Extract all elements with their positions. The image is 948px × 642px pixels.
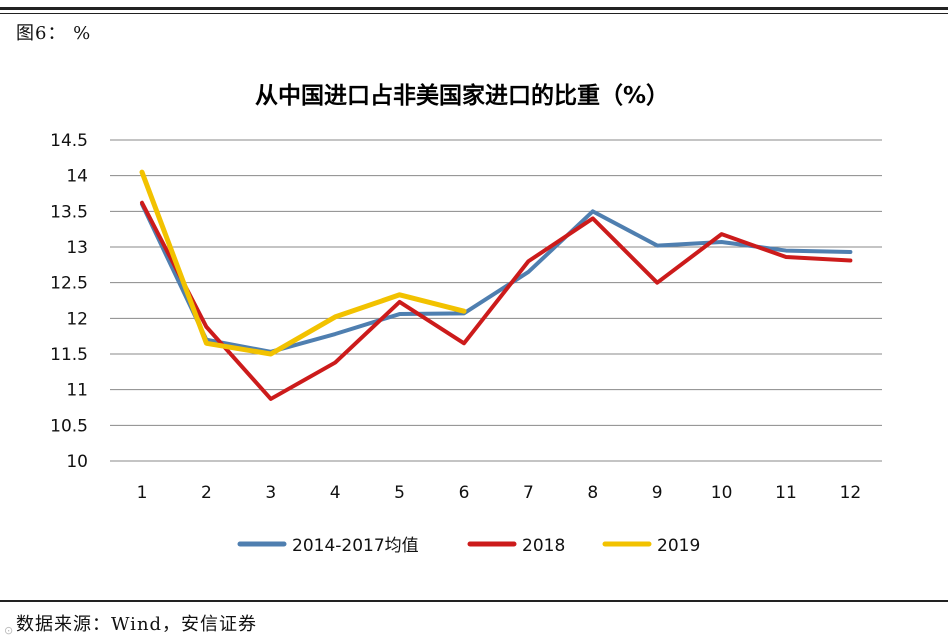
y-tick-label: 12 [66, 309, 88, 329]
legend: 2014-2017均值 2018 2019 [237, 536, 700, 556]
top-rule [0, 7, 948, 10]
y-tick-label: 14.5 [50, 131, 88, 151]
legend-label-0: 2014-2017均值 [292, 536, 419, 556]
top-rule-thin [0, 13, 948, 14]
series-line-1 [140, 200, 853, 401]
legend-label-2: 2019 [657, 536, 700, 556]
y-tick-label: 10.5 [50, 416, 88, 436]
x-axis-ticks: 1 2 3 4 5 6 7 8 9 10 11 12 [137, 483, 862, 503]
y-tick-label: 11 [66, 381, 88, 401]
y-tick-label: 14 [66, 167, 88, 187]
x-tick-label: 1 [137, 483, 148, 503]
chart-title: 从中国进口占非美国家进口的比重（%） [255, 82, 669, 109]
x-tick-label: 12 [840, 483, 862, 503]
bottom-rule [0, 600, 948, 602]
x-tick-label: 5 [394, 483, 405, 503]
y-tick-label: 10 [66, 452, 88, 472]
x-tick-label: 7 [523, 483, 534, 503]
x-tick-label: 9 [652, 483, 663, 503]
y-tick-label: 13 [66, 238, 88, 258]
series-layer [139, 169, 853, 401]
x-tick-label: 4 [330, 483, 341, 503]
x-tick-label: 8 [587, 483, 598, 503]
x-tick-label: 6 [459, 483, 470, 503]
y-tick-label: 11.5 [50, 345, 88, 365]
series-line-2 [139, 169, 467, 357]
x-tick-label: 3 [265, 483, 276, 503]
watermark-icon: ⊙ [4, 624, 14, 637]
line-chart: 从中国进口占非美国家进口的比重（%） 14.51413.51312.51211.… [50, 82, 882, 556]
y-axis-ticks: 14.5 14 13.5 13 12.5 12 11.5 11 10.5 10 [50, 131, 88, 472]
y-tick-label: 13.5 [50, 202, 88, 222]
x-tick-label: 11 [775, 483, 797, 503]
series-line-0 [140, 202, 853, 354]
legend-label-1: 2018 [522, 536, 565, 556]
figure-label: 图6： % [16, 23, 92, 44]
x-tick-label: 10 [711, 483, 733, 503]
source-note: 数据来源：Wind，安信证券 [16, 614, 258, 635]
y-tick-label: 12.5 [50, 274, 88, 294]
x-tick-label: 2 [201, 483, 212, 503]
